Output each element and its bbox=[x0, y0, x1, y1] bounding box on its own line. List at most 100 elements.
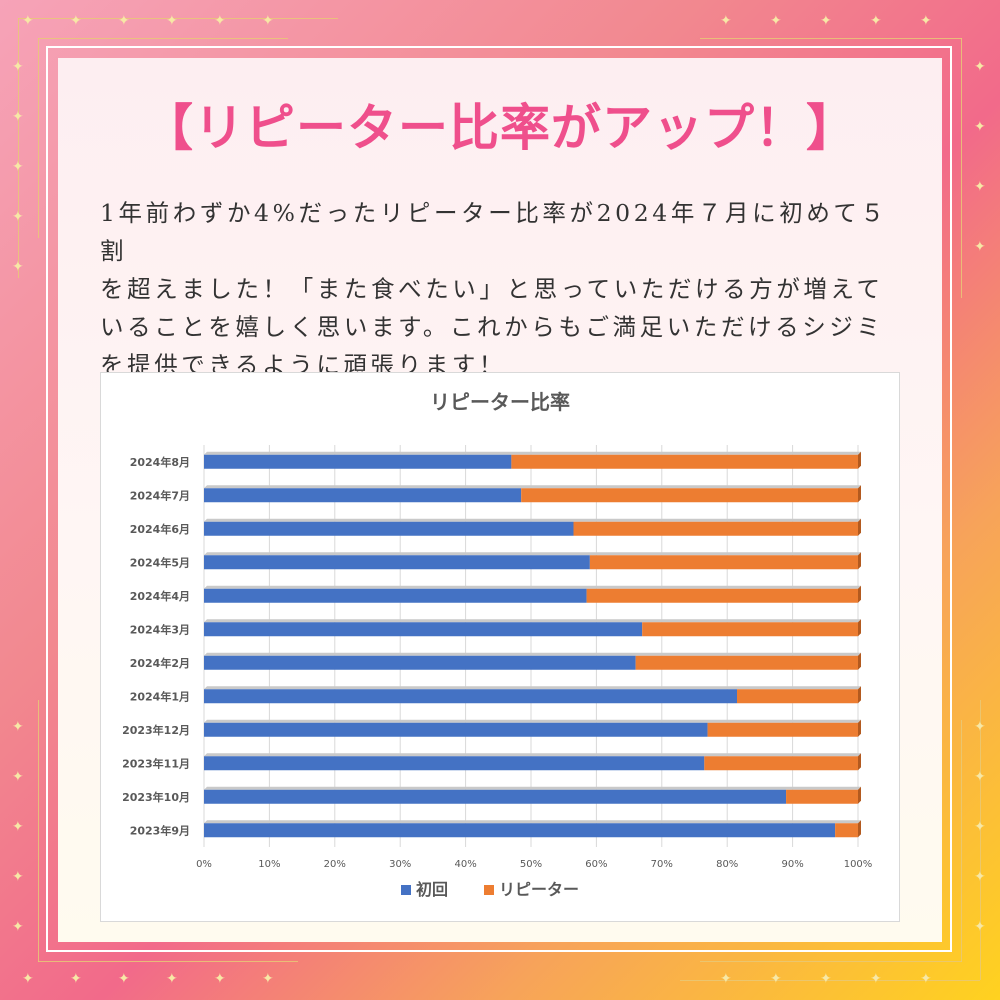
bar-first-time bbox=[204, 655, 636, 670]
bar-repeater bbox=[786, 789, 858, 804]
sparkle-icon: ✦ bbox=[770, 971, 782, 987]
description-text: 1年前わずか4%だったリピーター比率が2024年７月に初めて５割 を超えました！… bbox=[100, 194, 900, 384]
y-tick-label: 2024年5月 bbox=[130, 555, 190, 569]
sparkle-icon: ✦ bbox=[70, 971, 82, 987]
bar-repeater bbox=[589, 555, 858, 570]
y-tick-label: 2023年9月 bbox=[130, 823, 190, 837]
bar-depth-side bbox=[858, 820, 861, 838]
bar-depth-side bbox=[858, 786, 861, 804]
sparkle-icon: ✦ bbox=[870, 971, 882, 987]
x-tick-label: 10% bbox=[258, 859, 280, 870]
bar-depth-side bbox=[858, 585, 861, 603]
y-tick-label: 2024年3月 bbox=[130, 622, 190, 636]
bar-depth-top bbox=[204, 719, 861, 723]
legend-label-repeater: リピーター bbox=[499, 880, 579, 899]
bar-depth-side bbox=[858, 518, 861, 536]
sparkle-icon: ✦ bbox=[920, 13, 932, 29]
bar-chart: リピーター比率 0% 10% 20% 30% 40% 50% 60% 70% 80% 90% 100%… bbox=[122, 390, 872, 899]
legend-swatch-repeater bbox=[484, 885, 494, 895]
bar-depth-top bbox=[204, 619, 861, 623]
description-line: 1年前わずか4%だったリピーター比率が2024年７月に初めて５割 bbox=[100, 199, 888, 265]
sparkle-icon: ✦ bbox=[770, 13, 782, 29]
x-tick-label: 30% bbox=[389, 859, 411, 870]
description-line: いることを嬉しく思います。これからもご満足いただけるシジミ bbox=[100, 313, 884, 341]
y-tick-label: 2024年4月 bbox=[130, 589, 190, 603]
bar-depth-side bbox=[858, 686, 861, 704]
sparkle-icon: ✦ bbox=[12, 769, 24, 785]
bar-first-time bbox=[204, 823, 836, 838]
sparkle-icon: ✦ bbox=[974, 119, 986, 135]
sparkle-icon: ✦ bbox=[166, 13, 178, 29]
x-tick-label: 90% bbox=[781, 859, 803, 870]
sparkle-icon: ✦ bbox=[974, 869, 986, 885]
sparkle-icon: ✦ bbox=[214, 13, 226, 29]
bar-depth-side bbox=[858, 753, 861, 771]
sparkle-icon: ✦ bbox=[12, 109, 24, 125]
bar-depth-side bbox=[858, 652, 861, 670]
bar-repeater bbox=[835, 823, 858, 838]
bar-depth-top bbox=[204, 485, 861, 489]
legend-label-first-time: 初回 bbox=[416, 880, 448, 899]
bar-depth-side bbox=[858, 719, 861, 737]
chart-title: リピーター比率 bbox=[430, 390, 570, 414]
sparkle-icon: ✦ bbox=[12, 259, 24, 275]
bar-depth-side bbox=[858, 485, 861, 503]
sparkle-icon: ✦ bbox=[720, 971, 732, 987]
sparkle-icon: ✦ bbox=[12, 209, 24, 225]
decorative-line bbox=[700, 38, 962, 39]
bar-first-time bbox=[204, 588, 587, 603]
sparkle-icon: ✦ bbox=[12, 869, 24, 885]
white-frame bbox=[46, 46, 952, 952]
sparkle-icon: ✦ bbox=[262, 971, 274, 987]
decorative-line bbox=[680, 980, 980, 981]
bar-repeater bbox=[642, 622, 858, 637]
x-tick-label: 20% bbox=[324, 859, 346, 870]
decorative-line bbox=[38, 38, 288, 39]
sparkle-icon: ✦ bbox=[12, 919, 24, 935]
sparkle-icon: ✦ bbox=[22, 13, 34, 29]
bar-depth-top bbox=[204, 518, 861, 522]
bar-depth-top bbox=[204, 451, 861, 455]
decorative-line bbox=[18, 18, 338, 19]
bar-depth-top bbox=[204, 585, 861, 589]
bar-first-time bbox=[204, 488, 522, 503]
bar-first-time bbox=[204, 454, 512, 469]
decorative-line bbox=[18, 18, 19, 278]
y-tick-label: 2023年11月 bbox=[122, 756, 190, 770]
bar-first-time bbox=[204, 722, 708, 737]
sparkle-icon: ✦ bbox=[70, 13, 82, 29]
sparkle-icon: ✦ bbox=[166, 971, 178, 987]
sparkle-icon: ✦ bbox=[820, 971, 832, 987]
sparkle-icon: ✦ bbox=[12, 59, 24, 75]
legend-swatch-first-time bbox=[401, 885, 411, 895]
decorative-line bbox=[38, 961, 298, 962]
sparkle-icon: ✦ bbox=[820, 13, 832, 29]
bar-repeater bbox=[704, 756, 858, 771]
x-tick-label: 70% bbox=[651, 859, 673, 870]
bar-repeater bbox=[707, 722, 858, 737]
sparkle-icon: ✦ bbox=[974, 769, 986, 785]
description-line: を超えました！「また食べたい」と思っていただける方が増えて bbox=[100, 275, 884, 303]
bar-depth-side bbox=[858, 619, 861, 637]
bar-repeater bbox=[737, 689, 858, 704]
sparkle-icon: ✦ bbox=[118, 971, 130, 987]
x-tick-label: 80% bbox=[716, 859, 738, 870]
x-tick-label: 50% bbox=[520, 859, 542, 870]
chart-container: リピーター比率 0% 10% 20% 30% 40% 50% 60% 70% 80% 90% 100%… bbox=[100, 372, 900, 922]
page-title: 【リピーター比率がアップ！】 bbox=[143, 99, 857, 157]
decorative-line bbox=[961, 720, 962, 962]
sparkle-icon: ✦ bbox=[118, 13, 130, 29]
decorative-line bbox=[38, 38, 39, 238]
bar-depth-top bbox=[204, 786, 861, 790]
sparkle-icon: ✦ bbox=[22, 971, 34, 987]
sparkle-icon: ✦ bbox=[974, 239, 986, 255]
sparkle-icon: ✦ bbox=[12, 819, 24, 835]
sparkle-icon: ✦ bbox=[920, 971, 932, 987]
sparkle-icon: ✦ bbox=[974, 919, 986, 935]
bar-first-time bbox=[204, 622, 643, 637]
bar-first-time bbox=[204, 756, 705, 771]
sparkle-icon: ✦ bbox=[974, 819, 986, 835]
x-tick-label: 60% bbox=[585, 859, 607, 870]
bar-repeater bbox=[511, 454, 858, 469]
y-tick-label: 2024年1月 bbox=[130, 689, 190, 703]
